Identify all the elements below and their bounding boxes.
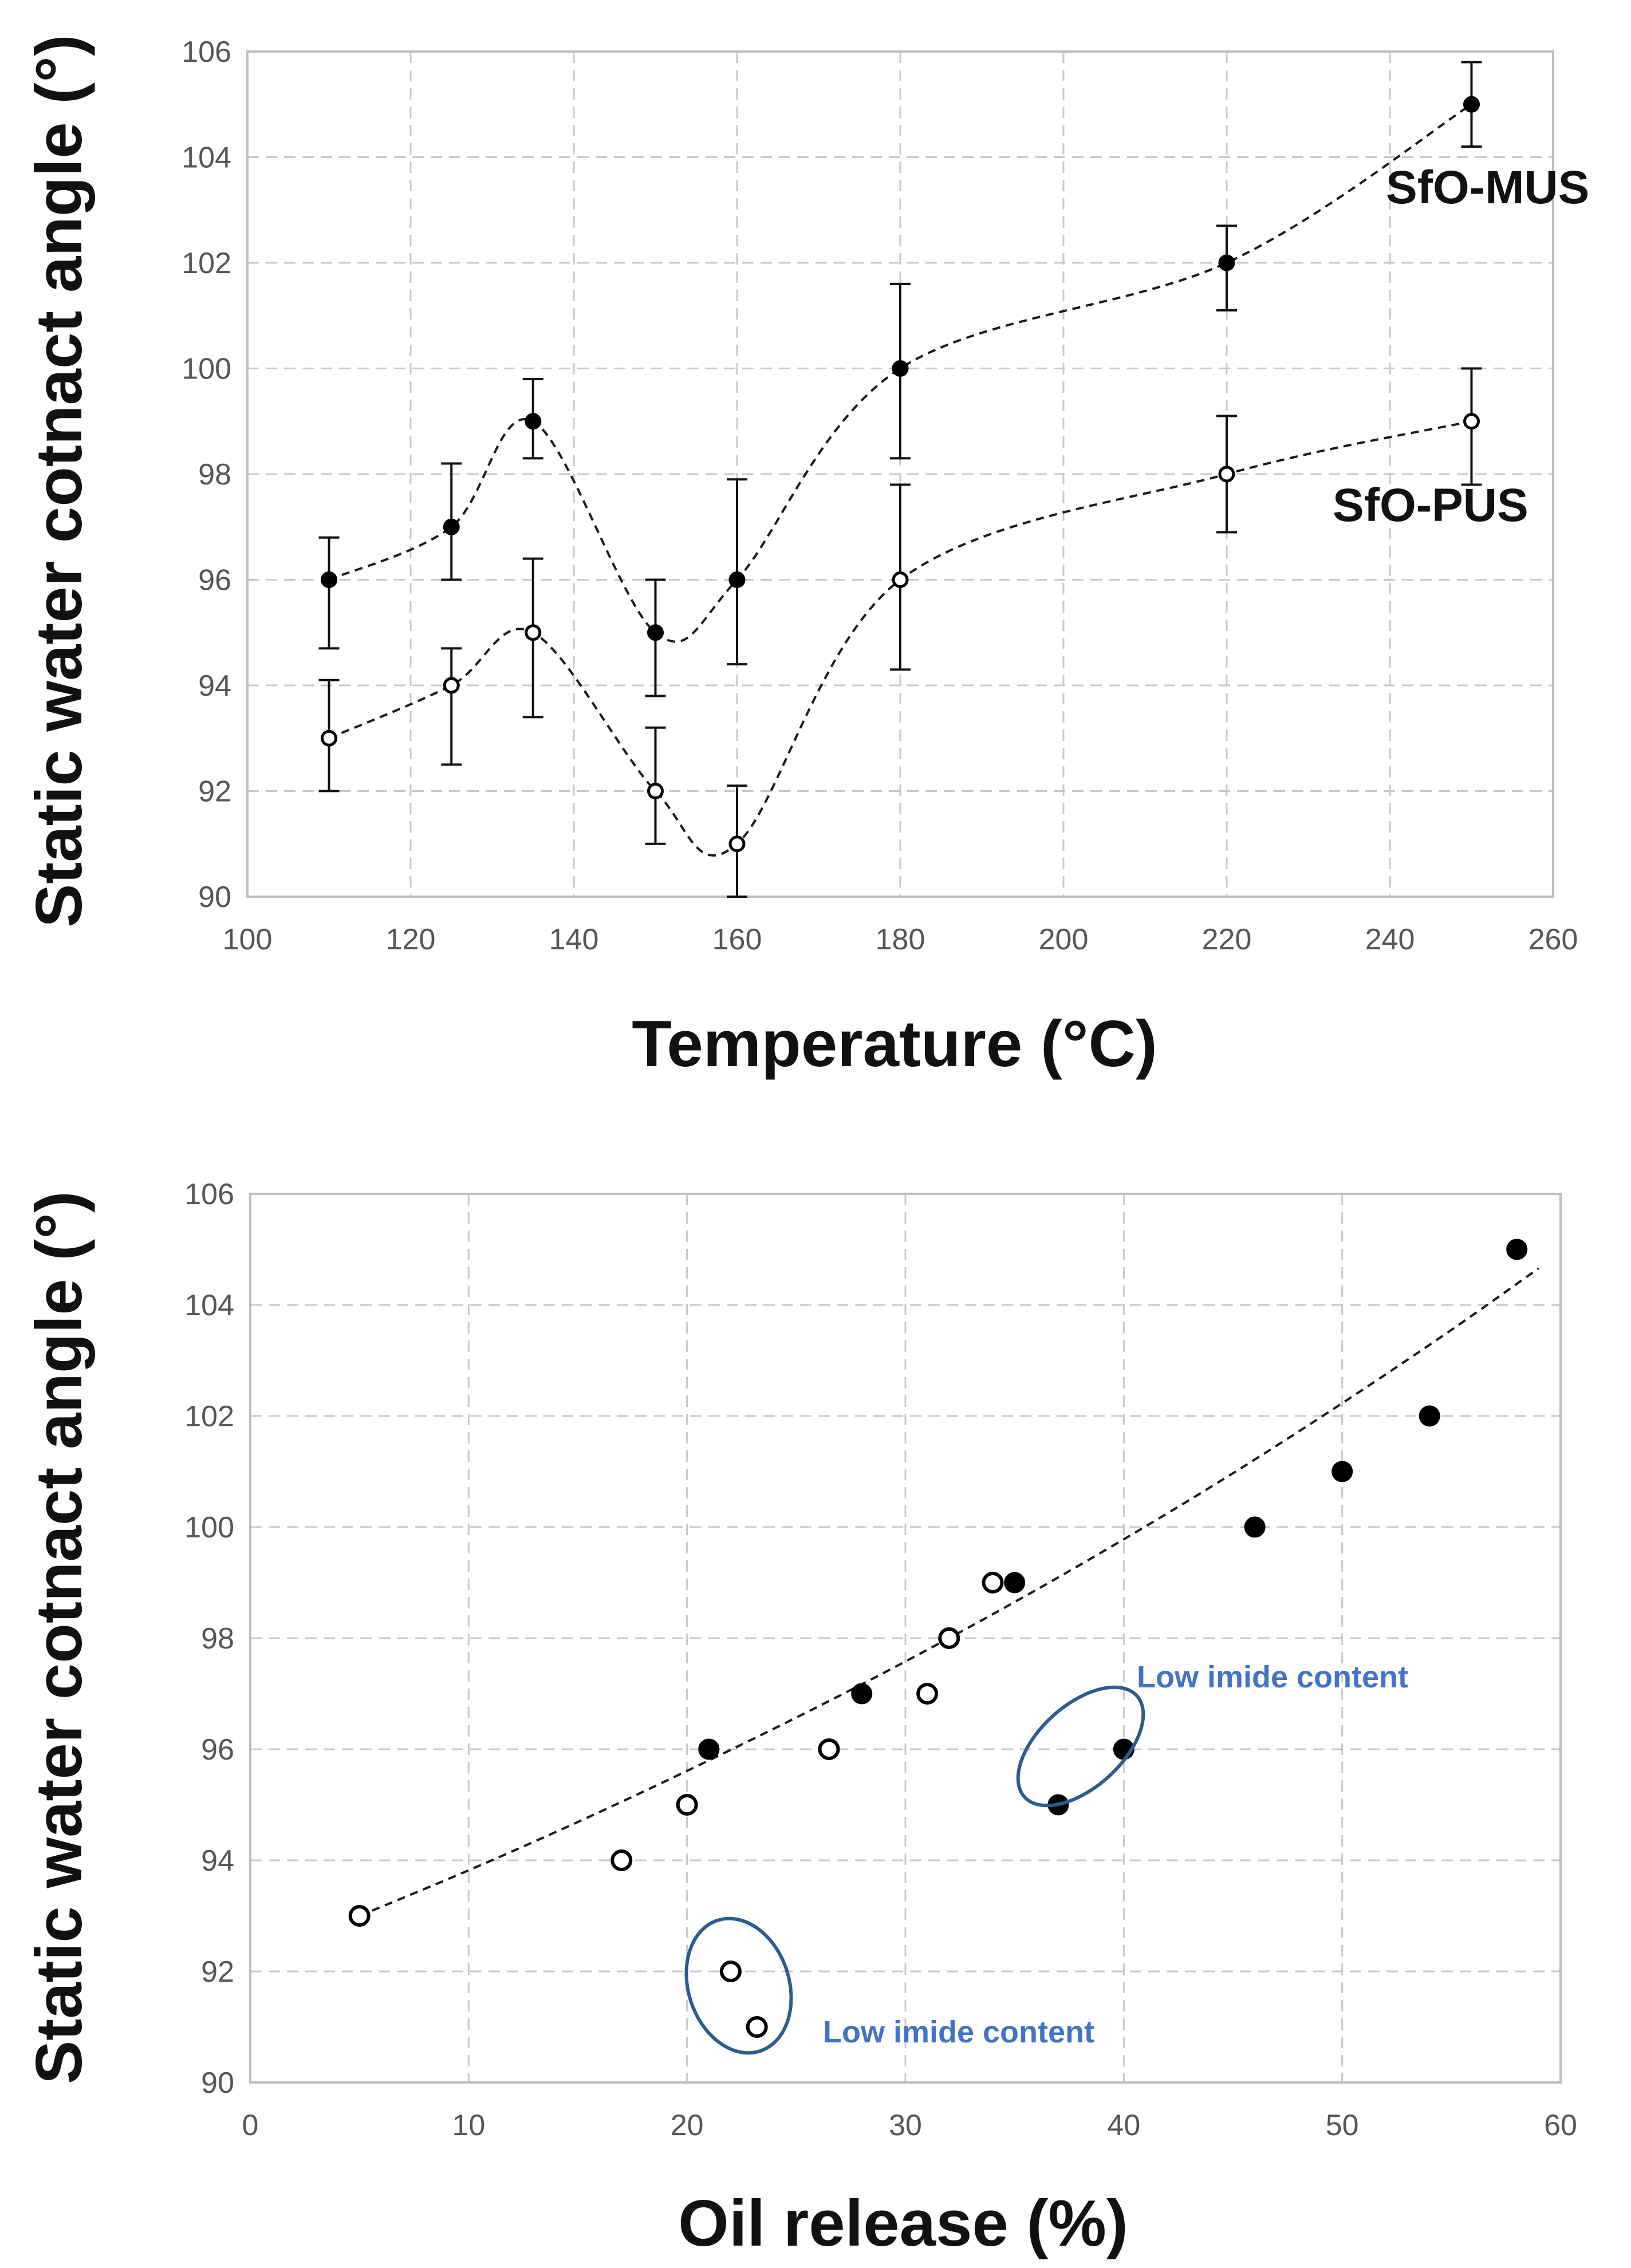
c1-y-tick-label: 92 <box>198 775 231 808</box>
c1-error-bar-pus <box>441 647 462 766</box>
c2-point-pus <box>610 1849 633 1871</box>
c2-y-tick-label: 90 <box>201 2066 234 2100</box>
c2-highlight-ellipse-mus <box>1016 1685 1145 1808</box>
c2-y-tick-label: 102 <box>184 1400 234 1433</box>
c1-point-pus <box>728 835 746 853</box>
c2-highlight-ellipse-pus <box>684 1916 793 2055</box>
c1-point-pus <box>443 677 460 694</box>
c1-point-pus <box>647 783 664 799</box>
c2-x-tick-label: 0 <box>242 2109 259 2142</box>
c2-gridlines <box>250 1194 1561 2082</box>
c2-y-tick-label: 94 <box>201 1844 234 1877</box>
c2-point-pus <box>348 1905 371 1927</box>
c1-x-tick-label: 200 <box>1039 923 1089 956</box>
c1-x-tick-label: 140 <box>549 923 599 956</box>
c2-x-tick-label: 50 <box>1326 2109 1359 2142</box>
c2-x-tick-label: 20 <box>671 2109 704 2142</box>
c1-y-tick-labels: 90 92 94 96 98 100 102 104 106 <box>182 36 231 914</box>
c1-point-pus <box>525 624 542 641</box>
c2-point-mus <box>1331 1461 1353 1482</box>
c2-y-tick-label: 98 <box>201 1622 234 1655</box>
c1-point-mus <box>892 360 909 377</box>
c2-point-pus <box>719 1961 742 1982</box>
c2-data-points <box>348 1238 1528 2038</box>
c1-point-pus <box>892 571 909 588</box>
c2-point-mus <box>1244 1516 1266 1538</box>
c2-y-axis-title: Static water cotnact angle (°) <box>23 1191 96 2084</box>
c1-y-axis-title: Static water cotnact angle (°) <box>23 34 96 928</box>
c1-y-tick-label: 94 <box>198 669 231 703</box>
c1-x-tick-label: 100 <box>223 923 273 956</box>
c2-x-tick-label: 10 <box>452 2109 485 2142</box>
c1-point-mus <box>443 518 460 535</box>
c1-point-mus <box>728 571 746 588</box>
c1-x-tick-label: 220 <box>1202 923 1252 956</box>
temperature-chart: 90 92 94 96 98 100 102 104 106 100 120 140 160 180 20… <box>23 34 1589 1080</box>
c2-point-mus <box>851 1683 873 1705</box>
c2-annotation-pus: Low imide content <box>823 2015 1094 2049</box>
c1-point-mus <box>321 571 337 588</box>
c2-point-pus <box>746 2016 768 2038</box>
c2-plot-frame <box>249 1193 1562 2084</box>
c2-point-mus <box>698 1738 720 1760</box>
c2-y-tick-labels: 90 92 94 96 98 100 102 104 106 <box>184 1178 234 2100</box>
c2-y-tick-label: 96 <box>201 1733 234 1766</box>
c2-x-tick-label: 60 <box>1544 2109 1577 2142</box>
c1-y-tick-label: 96 <box>198 564 231 597</box>
c1-point-pus <box>1218 466 1235 483</box>
c2-y-tick-label: 100 <box>184 1511 234 1544</box>
c1-y-tick-label: 104 <box>182 141 231 175</box>
c2-x-tick-label: 40 <box>1107 2109 1140 2142</box>
c2-y-tick-label: 104 <box>184 1289 234 1322</box>
c1-plot-frame <box>246 50 1554 898</box>
c1-point-pus <box>321 729 337 747</box>
c2-x-axis-title: Oil release (%) <box>678 2187 1128 2260</box>
c1-y-tick-label: 90 <box>198 881 231 914</box>
c2-point-pus <box>676 1794 698 1816</box>
c1-point-mus <box>647 624 664 641</box>
c1-x-tick-label: 120 <box>386 923 436 956</box>
c1-x-tick-label: 240 <box>1365 923 1415 956</box>
c2-annotation-mus: Low imide content <box>1137 1660 1408 1694</box>
c2-point-pus <box>982 1572 1004 1593</box>
c1-point-pus <box>1463 413 1480 430</box>
c2-point-mus <box>1506 1238 1528 1260</box>
c1-error-bar-mus <box>318 536 340 650</box>
c1-x-tick-label: 180 <box>876 923 925 956</box>
c1-gridlines <box>247 52 1553 897</box>
c1-x-tick-labels: 100 120 140 160 180 200 220 240 260 <box>223 923 1578 956</box>
c1-data-points <box>321 96 1480 853</box>
c1-y-tick-label: 102 <box>182 247 231 280</box>
c1-y-tick-label: 106 <box>182 36 231 69</box>
c1-x-axis-title: Temperature (°C) <box>632 1008 1157 1080</box>
c2-trendline <box>358 1267 1540 1917</box>
c2-point-pus <box>938 1627 960 1649</box>
c1-x-tick-label: 260 <box>1528 923 1578 956</box>
c2-point-mus <box>1004 1572 1026 1593</box>
c1-series-label-mus: SfO-MUS <box>1386 161 1589 214</box>
c1-point-mus <box>1463 96 1480 113</box>
c2-point-pus <box>916 1683 939 1705</box>
c2-y-tick-label: 92 <box>201 1955 234 1989</box>
c2-x-tick-labels: 0 10 20 30 40 50 60 <box>242 2109 1577 2142</box>
oil-release-chart: 90 92 94 96 98 100 102 104 106 0 10 20 30 40 50 60 Low… <box>23 1178 1577 2260</box>
c2-x-tick-label: 30 <box>889 2109 922 2142</box>
c1-series-label-pus: SfO-PUS <box>1333 479 1528 531</box>
c1-y-tick-label: 98 <box>198 458 231 491</box>
c2-point-pus <box>818 1738 840 1760</box>
c1-y-tick-label: 100 <box>182 353 231 386</box>
c1-point-mus <box>525 413 542 430</box>
c1-point-mus <box>1218 254 1235 271</box>
c2-y-tick-label: 106 <box>184 1178 234 1211</box>
c2-point-mus <box>1419 1405 1440 1427</box>
c1-x-tick-label: 160 <box>712 923 762 956</box>
